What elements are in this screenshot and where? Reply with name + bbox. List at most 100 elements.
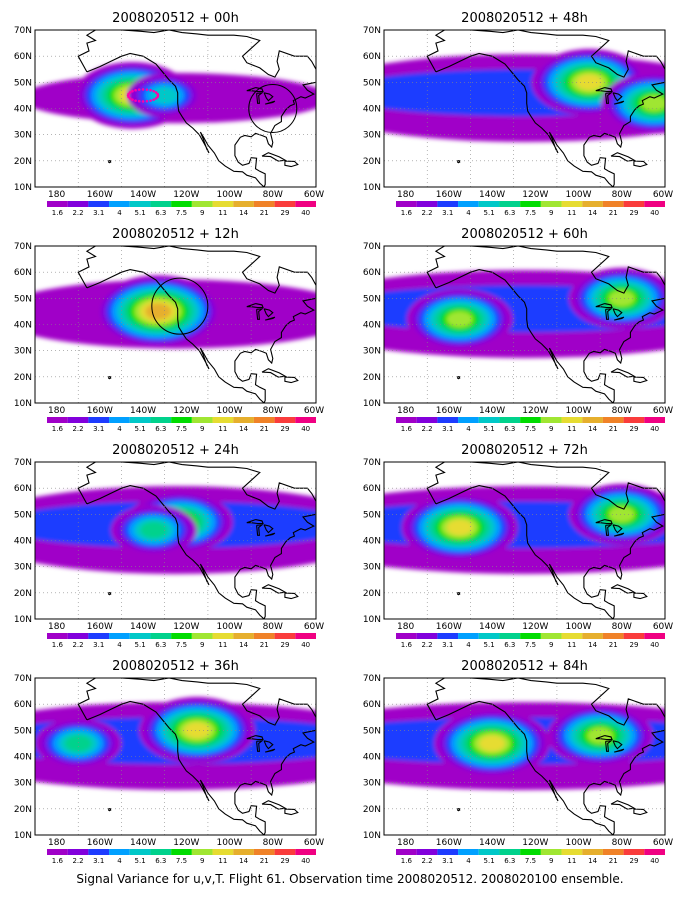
x-tick-label: 80W bbox=[263, 622, 283, 632]
y-tick-label: 20N bbox=[363, 373, 381, 383]
colorbar-swatch bbox=[47, 417, 68, 423]
colorbar-label: 21 bbox=[609, 641, 618, 649]
x-tick-label: 180 bbox=[397, 622, 414, 632]
colorbar-swatch bbox=[253, 849, 275, 855]
colorbar-swatch bbox=[150, 633, 172, 639]
y-tick-label: 30N bbox=[363, 779, 381, 789]
colorbar-label: 11 bbox=[567, 641, 576, 649]
coastline-hispaniola bbox=[633, 592, 648, 600]
colorbar-swatch bbox=[458, 417, 479, 423]
colorbar-label: 1.6 bbox=[401, 641, 413, 649]
colorbar-label: 40 bbox=[650, 209, 659, 217]
colorbar-label: 40 bbox=[301, 425, 310, 433]
y-tick-label: 70N bbox=[14, 458, 32, 468]
colorbar-label: 1.6 bbox=[52, 641, 64, 649]
y-tick-label: 60N bbox=[363, 484, 381, 494]
coastline-north-america bbox=[86, 246, 316, 403]
x-tick-label: 60W bbox=[304, 190, 324, 200]
colorbar-swatch bbox=[644, 417, 665, 423]
y-tick-label: 20N bbox=[14, 373, 32, 383]
plot-frame bbox=[34, 29, 317, 188]
colorbar-swatch bbox=[644, 849, 665, 855]
colorbar-label: 9 bbox=[200, 209, 204, 217]
gridlines bbox=[384, 462, 665, 619]
colorbar-swatch bbox=[109, 849, 130, 855]
colorbar-swatch bbox=[150, 201, 172, 207]
colorbar-label: 5.1 bbox=[135, 209, 146, 217]
y-tick-label: 30N bbox=[14, 131, 32, 141]
plot-frame bbox=[34, 461, 317, 620]
track-dot bbox=[141, 100, 145, 103]
colorbar-swatch bbox=[274, 417, 296, 423]
colorbar-swatch bbox=[396, 201, 417, 207]
colorbar-label: 4 bbox=[117, 425, 122, 433]
colorbar-label: 29 bbox=[630, 641, 639, 649]
map-panel-4: 2008020512 + 48h 10N 20N 30N 40N 50N 60N 70N 180… bbox=[363, 11, 673, 217]
coastline-alaska bbox=[77, 246, 99, 289]
colorbar-label: 2.2 bbox=[72, 641, 83, 649]
field-contour bbox=[608, 290, 635, 307]
colorbar-swatch bbox=[295, 633, 316, 639]
coastline-hawaii bbox=[108, 591, 112, 596]
colorbar-label: 21 bbox=[260, 425, 269, 433]
field-contour bbox=[479, 735, 506, 752]
coastline-hawaii bbox=[457, 591, 461, 596]
colorbar-label: 21 bbox=[260, 641, 269, 649]
colorbar-swatch bbox=[561, 633, 583, 639]
gridlines bbox=[384, 30, 665, 187]
y-tick-label: 10N bbox=[363, 183, 381, 193]
colorbar-label: 2.2 bbox=[72, 857, 83, 865]
y-tick-label: 30N bbox=[363, 563, 381, 573]
colorbar-label: 21 bbox=[260, 209, 269, 217]
x-tick-label: 160W bbox=[87, 406, 113, 416]
colorbar-swatch bbox=[67, 849, 89, 855]
track-dot bbox=[145, 99, 149, 103]
colorbar-label: 2.2 bbox=[72, 425, 83, 433]
colorbar-swatch bbox=[520, 633, 541, 639]
colorbar-swatch bbox=[561, 201, 583, 207]
colorbar-swatch bbox=[582, 633, 603, 639]
y-tick-label: 30N bbox=[14, 563, 32, 573]
colorbar-swatch bbox=[191, 849, 213, 855]
colorbar-label: 7.5 bbox=[176, 641, 187, 649]
field-contour bbox=[145, 303, 172, 320]
panel-title: 2008020512 + 72h bbox=[461, 443, 588, 458]
y-tick-label: 10N bbox=[14, 183, 32, 193]
colorbar-swatch bbox=[233, 417, 254, 423]
coastline-cuba bbox=[610, 152, 637, 162]
coastline-great-lakes bbox=[265, 100, 276, 105]
track-dot bbox=[149, 99, 152, 102]
x-tick-label: 100W bbox=[565, 190, 591, 200]
colorbar-label: 2.2 bbox=[421, 425, 432, 433]
colorbar-label: 40 bbox=[650, 641, 659, 649]
colorbar-label: 3.1 bbox=[93, 425, 104, 433]
field-contour bbox=[140, 521, 168, 539]
gridlines bbox=[35, 678, 316, 835]
colorbar-swatch bbox=[623, 417, 645, 423]
field-contour bbox=[641, 95, 665, 112]
y-tick-label: 40N bbox=[363, 321, 381, 331]
y-tick-label: 30N bbox=[14, 779, 32, 789]
x-tick-label: 120W bbox=[173, 838, 199, 848]
y-tick-label: 50N bbox=[363, 510, 381, 520]
x-tick-label: 60W bbox=[653, 406, 673, 416]
map-panel-0: 2008020512 + 00h 10N 20N 30N 40N 50N 60N 70N 180… bbox=[14, 11, 324, 217]
colorbar-label: 6.3 bbox=[504, 641, 515, 649]
x-tick-label: 120W bbox=[173, 622, 199, 632]
colorbar-swatch bbox=[416, 849, 438, 855]
colorbar-label: 9 bbox=[200, 641, 204, 649]
colorbar-swatch bbox=[67, 633, 89, 639]
colorbar-label: 6.3 bbox=[504, 425, 515, 433]
colorbar-swatch bbox=[191, 417, 213, 423]
y-tick-label: 50N bbox=[14, 294, 32, 304]
y-tick-label: 10N bbox=[14, 399, 32, 409]
panel-title: 2008020512 + 24h bbox=[112, 443, 239, 458]
colorbar-swatch bbox=[274, 201, 296, 207]
x-tick-label: 60W bbox=[304, 838, 324, 848]
colorbar-label: 29 bbox=[630, 425, 639, 433]
coastline-hawaii bbox=[108, 375, 112, 380]
coastline-great-lakes bbox=[246, 303, 264, 309]
x-tick-label: 80W bbox=[612, 190, 632, 200]
colorbar-label: 7.5 bbox=[525, 641, 536, 649]
shaded-field bbox=[384, 702, 665, 790]
